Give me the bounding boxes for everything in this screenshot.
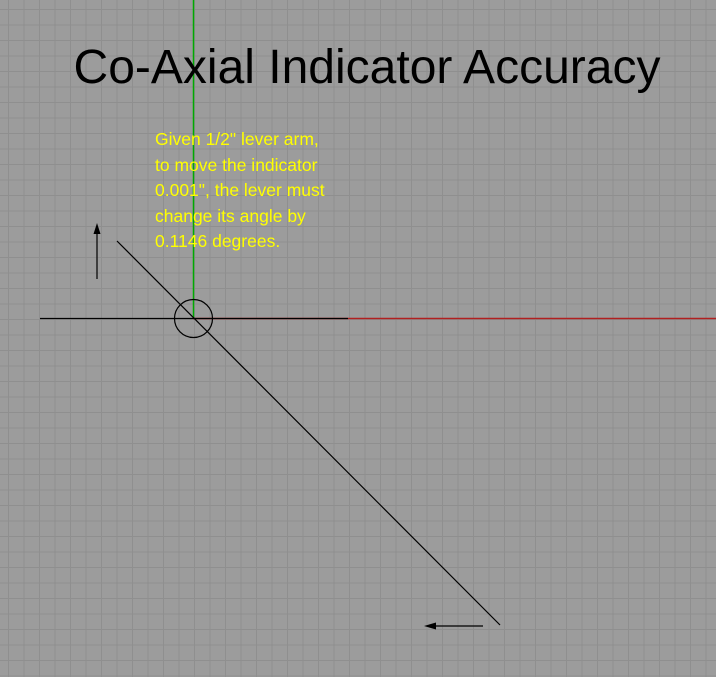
pivot-circle xyxy=(173,298,214,339)
drawing-title: Co-Axial Indicator Accuracy xyxy=(73,41,661,94)
annotation-line: 0.001", the lever must xyxy=(155,180,325,200)
up-arrow-icon xyxy=(93,223,101,279)
annotation-line: Given 1/2" lever arm, xyxy=(155,129,319,149)
annotation-line: to move the indicator xyxy=(155,154,318,175)
left-arrow-icon xyxy=(424,622,483,630)
annotation-line: 0.1146 degrees. xyxy=(155,231,281,251)
annotation-line: change its angle by xyxy=(155,205,306,226)
lever-arm-line xyxy=(116,240,501,626)
annotation-text: Given 1/2" lever arm, to move the indica… xyxy=(155,127,325,255)
